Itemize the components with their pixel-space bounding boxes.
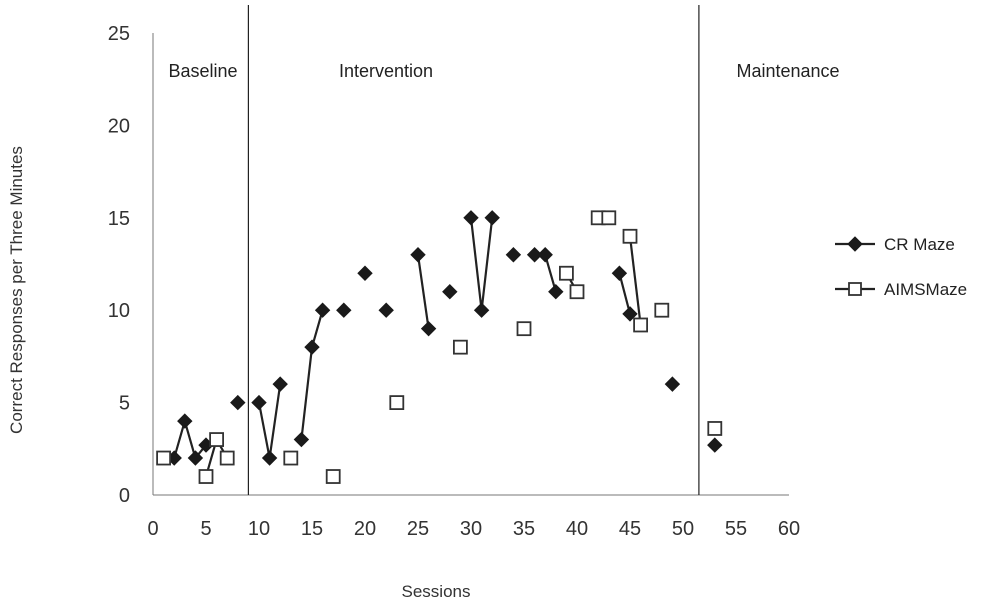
aims-maze-point (601, 210, 617, 226)
cr-maze-point (251, 394, 267, 411)
cr-maze-point (526, 247, 543, 263)
y-tick-label: 10 (108, 300, 130, 322)
aims-maze-point (633, 317, 648, 333)
cr-maze-point (622, 306, 638, 322)
x-tick-labels: 0 5 10 15 20 25 30 35 40 45 50 55 60 (147, 518, 800, 540)
legend-label: AIMSMaze (884, 280, 967, 299)
series-lines (173, 216, 642, 477)
cr-maze-point (548, 284, 564, 300)
x-tick-label: 0 (147, 518, 158, 540)
series-line-segment (416, 254, 430, 329)
x-tick-label: 50 (672, 518, 694, 540)
y-tick-label: 25 (108, 23, 130, 45)
y-tick-label: 5 (119, 393, 130, 415)
phase-change-lines (247, 5, 700, 495)
axes (152, 33, 789, 496)
series-line-segment (628, 236, 642, 326)
phase-labels: Baseline Intervention Maintenance (168, 61, 839, 81)
cr-maze-point (272, 376, 288, 392)
phase-label: Maintenance (736, 61, 839, 81)
cr-maze-point (187, 450, 204, 466)
phase-label: Intervention (339, 61, 433, 81)
cr-maze-point (410, 247, 426, 263)
cr-maze-point (537, 247, 553, 263)
x-tick-label: 20 (354, 518, 376, 540)
y-axis-title: Correct Responses per Three Minutes (7, 146, 26, 434)
cr-maze-point (420, 320, 437, 337)
cr-maze-point (707, 437, 723, 453)
series-marks (156, 210, 723, 484)
phase-label: Baseline (168, 61, 237, 81)
aims-maze-point (156, 450, 172, 466)
y-tick-labels: 0 5 10 15 20 25 (108, 23, 130, 507)
aims-maze-point (389, 395, 405, 411)
aims-maze-point (559, 265, 574, 281)
x-axis-title: Sessions (402, 582, 471, 601)
cr-maze-point (261, 450, 278, 466)
cr-maze-point (664, 376, 681, 392)
y-tick-label: 0 (119, 485, 130, 507)
x-tick-label: 45 (619, 518, 641, 540)
series-line-segment (257, 383, 282, 459)
aims-maze-point (516, 321, 532, 337)
cr-maze-point (378, 302, 394, 318)
cr-maze-point (442, 284, 458, 300)
cr-maze-point (230, 394, 246, 411)
y-tick-label: 15 (108, 208, 130, 230)
legend-label: CR Maze (884, 235, 955, 254)
x-tick-label: 60 (778, 518, 800, 540)
x-tick-label: 5 (200, 518, 211, 540)
aims-maze-point (325, 469, 341, 484)
x-tick-label: 55 (725, 518, 747, 540)
aims-maze-point (219, 450, 235, 466)
cr-maze-point (611, 265, 628, 281)
cr-maze-point (484, 210, 500, 226)
y-tick-label: 20 (108, 115, 130, 137)
x-tick-label: 30 (460, 518, 482, 540)
aims-maze-point (283, 450, 299, 466)
series-line-segment (300, 309, 324, 440)
legend: CR Maze AIMSMaze (835, 235, 967, 299)
cr-maze-point (336, 302, 352, 318)
x-tick-label: 35 (513, 518, 535, 540)
series-line-segment (469, 217, 494, 311)
legend-diamond-marker (847, 236, 863, 252)
cr-maze-point (293, 431, 310, 448)
cr-maze-point (177, 413, 193, 429)
series-line-segment (173, 417, 207, 461)
x-tick-label: 10 (248, 518, 270, 540)
aims-maze-point (707, 421, 723, 436)
aims-maze-point (622, 228, 638, 244)
aims-maze-point (654, 302, 670, 318)
aims-maze-point (569, 284, 585, 300)
x-tick-label: 15 (301, 518, 323, 540)
cr-maze-point (304, 339, 320, 355)
cr-maze-point (505, 247, 522, 263)
cr-maze-point (357, 265, 373, 281)
x-tick-label: 25 (407, 518, 429, 540)
aims-maze-point (198, 469, 214, 484)
cr-maze-point (463, 210, 479, 226)
aims-maze-point (452, 339, 468, 355)
aims-maze-point (209, 432, 225, 447)
series-line-segment (618, 272, 632, 315)
cr-maze-point (473, 302, 490, 318)
cr-maze-point (314, 302, 331, 318)
x-tick-label: 40 (566, 518, 588, 540)
legend-square-marker (848, 282, 862, 296)
